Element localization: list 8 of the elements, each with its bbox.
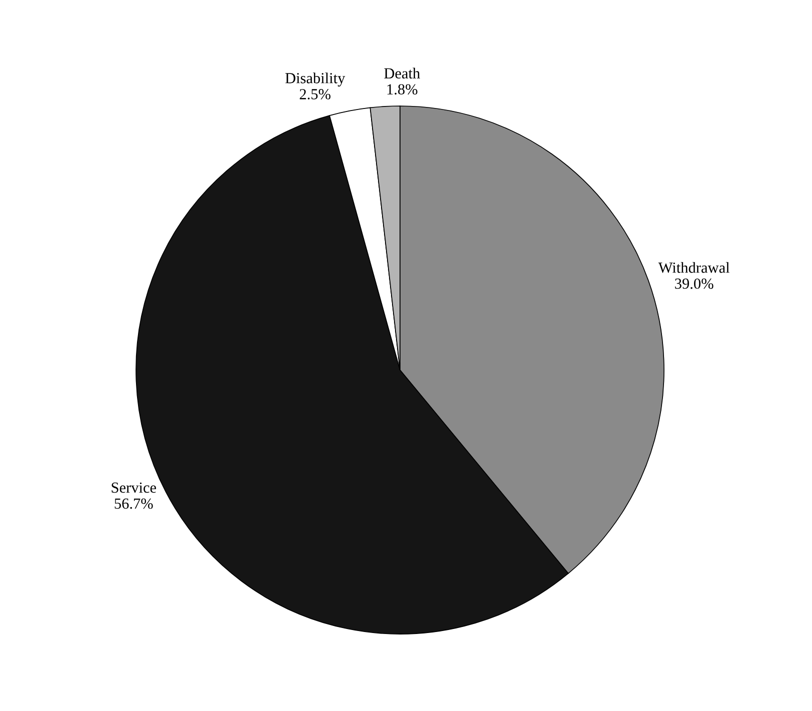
data-label: 2.5% xyxy=(300,89,330,100)
slice-label: Service xyxy=(112,482,156,493)
slice-label: Disability xyxy=(285,72,346,86)
data-label: 56.7% xyxy=(114,498,153,509)
data-label: 1.8% xyxy=(387,84,418,95)
slice-label: Withdrawal xyxy=(658,262,730,273)
data-label: 39.0% xyxy=(675,278,714,289)
slice-label: Death xyxy=(384,68,420,79)
